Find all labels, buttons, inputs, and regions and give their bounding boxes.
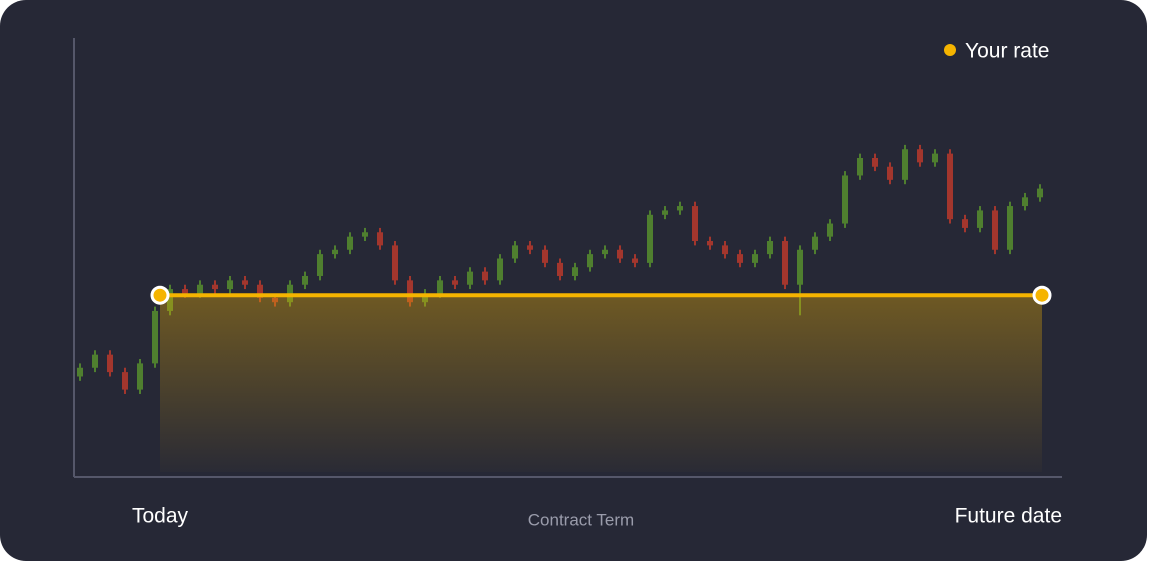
- candle-body: [842, 175, 848, 224]
- candle-body: [182, 289, 188, 294]
- candle-body: [662, 210, 668, 215]
- candle-body: [752, 254, 758, 263]
- candle-body: [437, 280, 443, 294]
- plot: [77, 144, 1043, 394]
- legend-label: Your rate: [965, 40, 1049, 63]
- candle-body: [1022, 197, 1028, 207]
- candle-body: [77, 367, 83, 377]
- candle-body: [482, 271, 488, 281]
- candle-body: [692, 206, 698, 242]
- candle-body: [617, 249, 623, 259]
- candle-body: [782, 241, 788, 285]
- candle-body: [572, 267, 578, 276]
- candle-body: [407, 280, 413, 303]
- candle-body: [872, 157, 878, 167]
- candle-body: [257, 284, 263, 298]
- candle-body: [602, 249, 608, 255]
- candle-body: [332, 249, 338, 255]
- candle-body: [542, 249, 548, 263]
- candle-body: [122, 372, 128, 390]
- candle-body: [737, 254, 743, 263]
- candle-body: [932, 153, 938, 163]
- candle-body: [857, 157, 863, 176]
- candle-body: [227, 280, 233, 290]
- candle-body: [587, 254, 593, 268]
- rate-dot: [150, 285, 170, 305]
- end-label: Future date: [955, 505, 1062, 528]
- candle-body: [947, 153, 953, 220]
- candle-body: [917, 149, 923, 163]
- start-label: Today: [132, 505, 189, 528]
- candle-body: [392, 245, 398, 281]
- candle-body: [707, 241, 713, 246]
- rate-area: [160, 295, 1042, 472]
- candle-body: [677, 206, 683, 211]
- candle-body: [527, 245, 533, 250]
- candle-body: [1007, 206, 1013, 250]
- candle-body: [767, 241, 773, 255]
- candle-body: [317, 254, 323, 276]
- candle-body: [977, 210, 983, 228]
- candle-body: [107, 354, 113, 373]
- candle-body: [812, 236, 818, 250]
- candle-body: [887, 166, 893, 180]
- candle-body: [197, 284, 203, 294]
- x-axis-label: Contract Term: [528, 510, 634, 529]
- candle-body: [992, 210, 998, 250]
- candle-body: [377, 232, 383, 246]
- candle-body: [722, 245, 728, 255]
- legend-swatch: [944, 44, 956, 56]
- candle-body: [902, 149, 908, 180]
- candle-body: [212, 284, 218, 290]
- candle-body: [302, 275, 308, 285]
- candle-body: [497, 258, 503, 281]
- candle-body: [362, 232, 368, 237]
- candle-body: [347, 236, 353, 250]
- candle-body: [452, 280, 458, 285]
- candle-body: [632, 258, 638, 263]
- candle-body: [242, 280, 248, 285]
- candle-body: [152, 310, 158, 364]
- candle-body: [512, 245, 518, 259]
- candle-body: [827, 223, 833, 237]
- candle-body: [137, 363, 143, 390]
- candle-body: [962, 219, 968, 228]
- candle-body: [467, 271, 473, 285]
- candle-body: [557, 262, 563, 276]
- rate-dot: [1032, 285, 1052, 305]
- candle-body: [92, 354, 98, 368]
- candle-body: [647, 214, 653, 263]
- candle-body: [797, 249, 803, 285]
- candle-body: [1037, 188, 1043, 198]
